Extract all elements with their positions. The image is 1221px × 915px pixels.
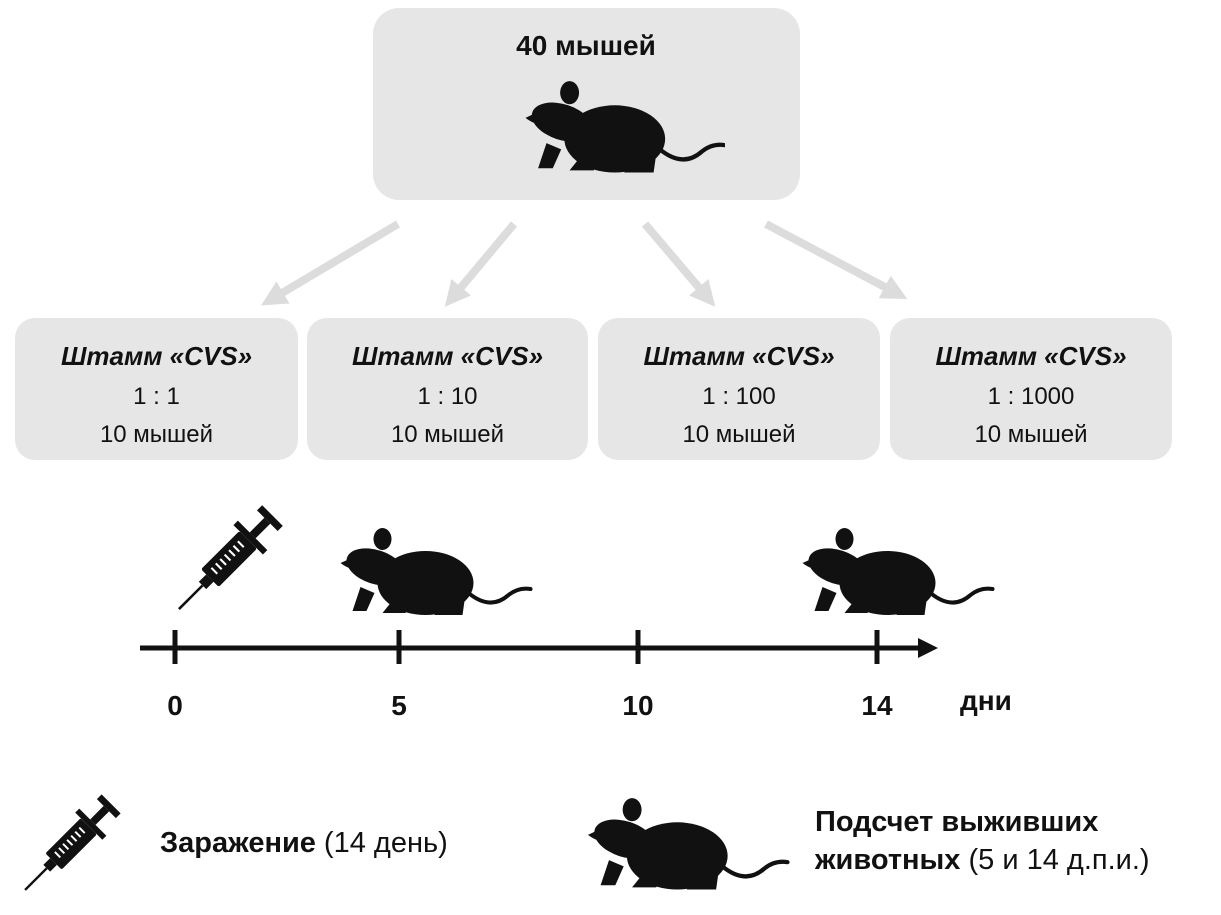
group-strain: Штамм «CVS» <box>935 341 1126 371</box>
group-dilution: 1 : 100 <box>702 383 775 410</box>
timeline-unit: дни <box>960 685 1012 716</box>
legend-note: (5 и 14 д.п.и.) <box>968 844 1150 876</box>
timeline-tick-label: 5 <box>391 690 407 721</box>
syringe-icon <box>168 499 289 620</box>
legend-text: Подсчет выживших животных (5 и 14 д.п.и.… <box>815 803 1215 879</box>
group-box <box>598 318 880 460</box>
group-count: 10 мышей <box>391 421 504 448</box>
legend-item: Заражение (14 день) <box>160 827 448 859</box>
group-dilution: 1 : 10 <box>417 383 477 410</box>
arrows <box>261 220 908 307</box>
group-count: 10 мышей <box>682 421 795 448</box>
group-box <box>15 318 298 460</box>
group-count: 10 мышей <box>974 421 1087 448</box>
group-strain: Штамм «CVS» <box>643 341 834 371</box>
timeline-tick-label: 0 <box>167 690 183 721</box>
group-box <box>307 318 588 460</box>
group-strain: Штамм «CVS» <box>352 341 543 371</box>
legend-item: Подсчет выживших животных (5 и 14 д.п.и.… <box>815 803 1215 879</box>
group-count: 10 мышей <box>100 421 213 448</box>
group-dilution: 1 : 1 <box>133 383 180 410</box>
timeline-tick-label: 10 <box>622 690 653 721</box>
mouse-icon <box>803 528 993 615</box>
root-label: 40 мышей <box>516 30 656 61</box>
legend-syringe-icon <box>15 789 126 905</box>
mouse-icon <box>341 528 531 615</box>
timeline-tick-label: 14 <box>861 690 893 721</box>
legend-label: Подсчет выживших животных <box>815 806 1099 876</box>
group-dilution: 1 : 1000 <box>988 383 1075 410</box>
legend-label: Заражение <box>160 827 316 859</box>
legend-note: (14 день) <box>324 827 448 859</box>
legend-mouse-icon <box>588 798 788 889</box>
root-box <box>373 8 800 200</box>
group-box <box>890 318 1172 460</box>
group-strain: Штамм «CVS» <box>61 341 252 371</box>
